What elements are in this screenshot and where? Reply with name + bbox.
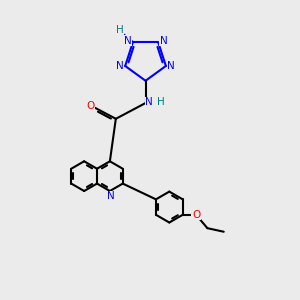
Text: N: N xyxy=(124,35,131,46)
Text: O: O xyxy=(192,210,200,220)
Text: N: N xyxy=(167,61,175,71)
Text: H: H xyxy=(157,98,165,107)
Text: H: H xyxy=(116,25,124,34)
Text: N: N xyxy=(106,191,114,201)
Text: O: O xyxy=(86,101,94,111)
Text: N: N xyxy=(116,61,124,71)
Text: N: N xyxy=(145,98,153,107)
Text: N: N xyxy=(160,35,167,46)
